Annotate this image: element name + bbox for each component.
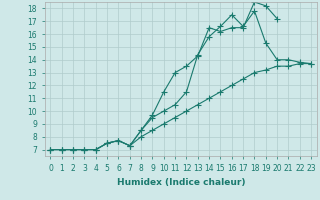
X-axis label: Humidex (Indice chaleur): Humidex (Indice chaleur) <box>116 178 245 187</box>
